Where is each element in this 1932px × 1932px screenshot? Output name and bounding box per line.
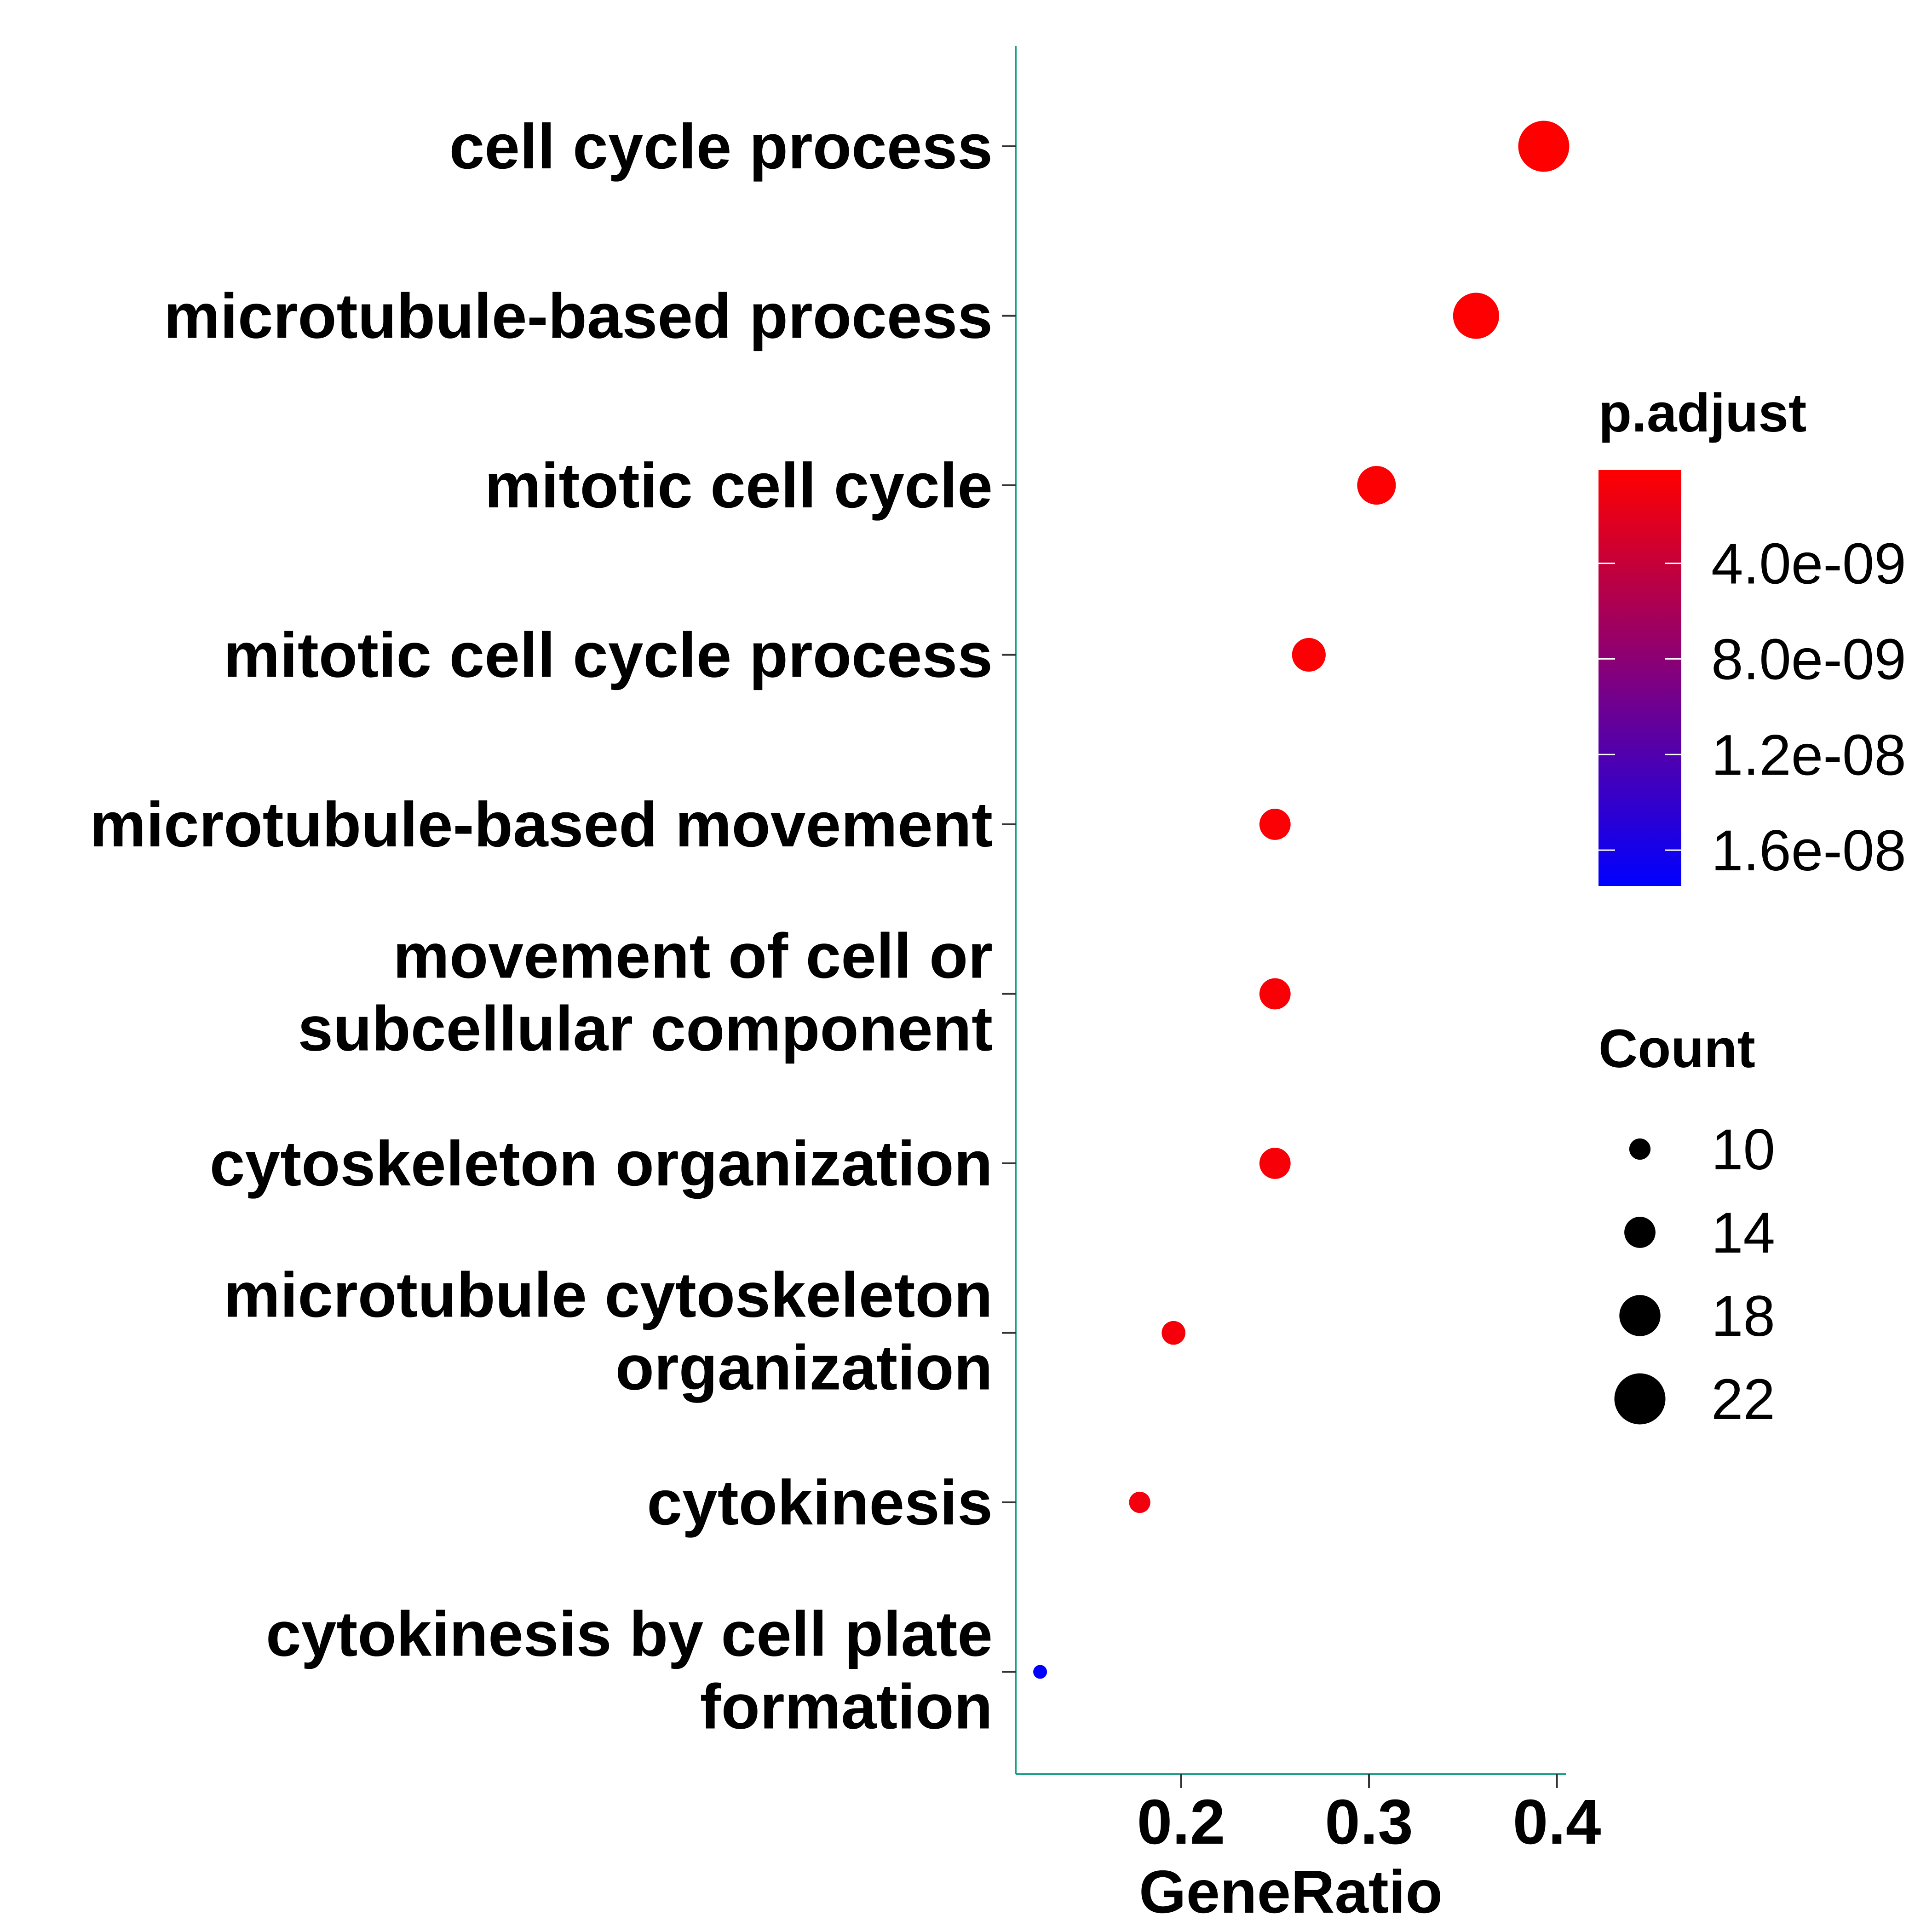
color-legend-title: p.adjust: [1598, 383, 1806, 443]
data-point: [1292, 638, 1326, 672]
data-point: [1259, 978, 1291, 1010]
y-tick-label: movement of cell or subcellular component: [298, 921, 993, 1064]
size-legend: 10 14 18 22: [1614, 1118, 1775, 1432]
y-tick-label: cell cycle process: [449, 111, 993, 182]
size-legend-label: 14: [1711, 1201, 1775, 1265]
color-tick-label: 8.0e-09: [1711, 627, 1906, 691]
data-point: [1162, 1321, 1185, 1345]
y-tick-labels: cell cycle process microtubule-based proc…: [90, 111, 993, 1742]
y-tick-label: microtubule-based movement: [90, 789, 993, 860]
y-tick-label: mitotic cell cycle: [484, 450, 993, 521]
data-point: [1033, 1665, 1047, 1679]
y-ticks: [1002, 145, 1016, 1673]
size-legend-dot: [1629, 1138, 1651, 1160]
size-legend-dot: [1624, 1217, 1656, 1248]
color-legend-ticks: 4.0e-09 8.0e-09 1.2e-08 1.6e-08: [1598, 532, 1906, 883]
data-point: [1259, 809, 1291, 840]
size-legend-title: Count: [1598, 1018, 1755, 1079]
x-tick-label: 0.2: [1137, 1787, 1225, 1857]
size-legend-dot: [1619, 1295, 1661, 1336]
color-legend-bar: [1598, 470, 1681, 886]
y-tick-label: microtubule-based process: [164, 281, 993, 352]
x-axis-title: GeneRatio: [1139, 1858, 1443, 1926]
x-tick-label: 0.3: [1325, 1787, 1413, 1857]
y-tick-label: mitotic cell cycle process: [224, 620, 993, 691]
data-point: [1453, 293, 1500, 339]
y-tick-label: microtubule cytoskeleton organization: [224, 1260, 993, 1403]
size-legend-label: 22: [1711, 1368, 1775, 1432]
data-points: [1033, 121, 1570, 1679]
y-tick-label: cytokinesis by cell plate formation: [266, 1599, 993, 1742]
color-tick-label: 1.2e-08: [1711, 723, 1906, 787]
data-point: [1129, 1491, 1150, 1513]
data-point: [1357, 466, 1396, 505]
size-legend-label: 18: [1711, 1284, 1775, 1348]
x-ticks: [1180, 1774, 1558, 1788]
y-tick-label: cytokinesis: [647, 1467, 993, 1538]
color-tick-label: 4.0e-09: [1711, 532, 1906, 596]
x-tick-label: 0.4: [1513, 1787, 1601, 1857]
x-tick-labels: 0.2 0.3 0.4: [1137, 1787, 1601, 1857]
data-point: [1518, 121, 1570, 172]
size-legend-label: 10: [1711, 1118, 1775, 1182]
data-point: [1259, 1148, 1291, 1179]
y-tick-label: cytoskeleton organization: [210, 1128, 993, 1199]
color-tick-label: 1.6e-08: [1711, 819, 1906, 883]
size-legend-dot: [1614, 1373, 1666, 1425]
